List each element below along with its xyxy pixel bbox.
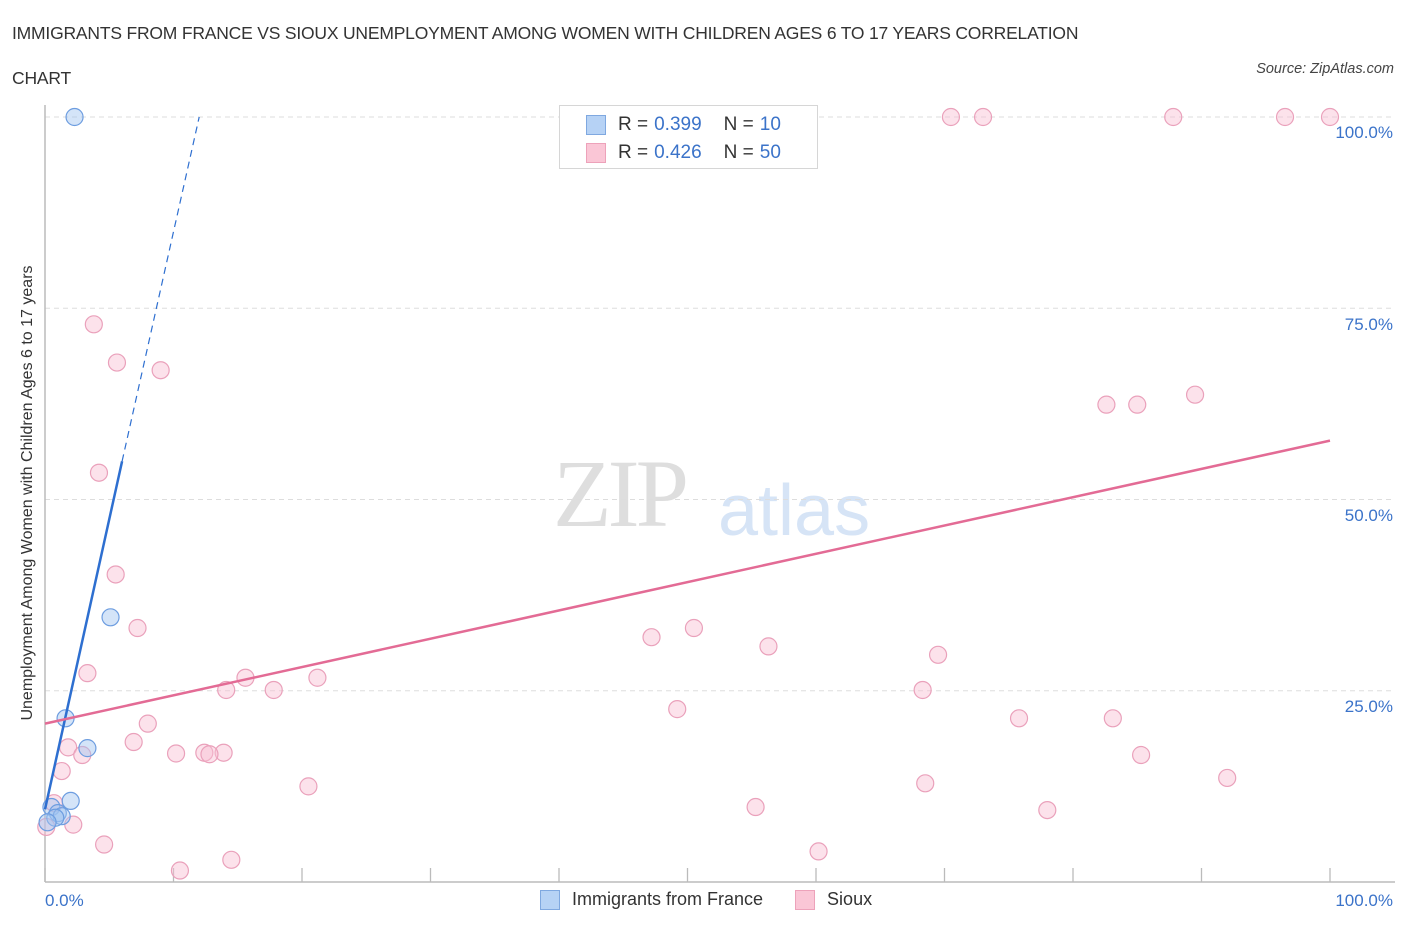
sioux-point xyxy=(264,680,283,700)
sioux-point xyxy=(84,315,103,334)
y-tick-100: 100.0% xyxy=(1335,123,1393,142)
sioux-point xyxy=(124,732,143,752)
sioux-point xyxy=(759,637,778,656)
france-point xyxy=(61,791,80,811)
france-point xyxy=(78,739,97,758)
x-tick-100: 100.0% xyxy=(1335,891,1393,910)
sioux-trendline xyxy=(44,439,1331,725)
france-point xyxy=(38,813,57,832)
sioux-point xyxy=(299,777,318,796)
y-tick-50: 50.0% xyxy=(1344,506,1393,525)
sioux-point xyxy=(916,774,935,793)
r-value-sioux: 0.426 xyxy=(654,142,702,163)
sioux-point xyxy=(913,680,932,700)
france-swatch-icon xyxy=(586,115,606,135)
r-value-france: 0.399 xyxy=(654,114,702,135)
sioux-point xyxy=(95,835,114,854)
sioux-point xyxy=(78,664,97,683)
france-swatch-icon xyxy=(540,889,560,910)
legend-label-sioux: Sioux xyxy=(827,889,873,909)
n-value-france: 10 xyxy=(759,114,781,135)
series-legend: Immigrants from France Sioux xyxy=(540,889,904,910)
sioux-point xyxy=(1128,395,1147,414)
chart-title-line1: IMMIGRANTS FROM FRANCE VS SIOUX UNEMPLOY… xyxy=(12,23,1079,43)
sioux-point xyxy=(200,745,219,764)
sioux-point xyxy=(106,565,125,584)
france-point xyxy=(101,608,120,627)
sioux-point xyxy=(170,861,190,880)
y-tick-25: 25.0% xyxy=(1344,697,1393,716)
legend-row-france: R = 0.399 N = 10 xyxy=(586,114,781,136)
france-trendline xyxy=(43,460,124,810)
legend-item-sioux[interactable]: Sioux xyxy=(795,889,872,910)
sioux-point xyxy=(151,361,170,380)
sioux-point xyxy=(107,353,127,372)
sioux-point xyxy=(1103,709,1122,728)
sioux-point xyxy=(1132,745,1151,765)
chart-title-line2: CHART xyxy=(12,68,71,88)
n-value-sioux: 50 xyxy=(759,142,781,163)
x-tick-0: 0.0% xyxy=(45,891,84,910)
y-tick-75: 75.0% xyxy=(1344,315,1393,334)
sioux-point xyxy=(1218,768,1237,788)
y-axis-label: Unemployment Among Women with Children A… xyxy=(19,265,36,721)
sioux-point xyxy=(1097,395,1116,414)
legend-item-france[interactable]: Immigrants from France xyxy=(540,889,763,910)
n-label: N = xyxy=(723,114,754,135)
sioux-point xyxy=(1185,385,1205,404)
sioux-point xyxy=(928,645,948,664)
sioux-point xyxy=(1038,800,1057,820)
legend-label-france: Immigrants from France xyxy=(572,889,764,909)
france-trendline-extension xyxy=(121,116,200,462)
sioux-point xyxy=(1164,107,1183,127)
sioux-point xyxy=(642,628,661,647)
sioux-point xyxy=(1275,107,1295,127)
sioux-point xyxy=(214,743,233,762)
sioux-point xyxy=(222,850,241,869)
legend-row-sioux: R = 0.426 N = 50 xyxy=(586,142,781,164)
sioux-point xyxy=(128,618,147,638)
france-point xyxy=(65,107,84,127)
sioux-point xyxy=(1009,709,1029,728)
r-label: R = xyxy=(618,142,649,163)
sioux-point xyxy=(138,714,157,733)
n-label: N = xyxy=(723,142,754,163)
watermark-atlas: atlas xyxy=(718,471,871,551)
sioux-point xyxy=(809,842,828,861)
sioux-swatch-icon xyxy=(586,143,606,163)
sioux-point xyxy=(166,744,186,763)
sioux-swatch-icon xyxy=(795,889,816,910)
sioux-point xyxy=(89,463,109,482)
sioux-point xyxy=(668,700,687,719)
watermark-zip: ZIP xyxy=(553,440,689,547)
sioux-point xyxy=(308,668,327,687)
sioux-point xyxy=(973,107,993,127)
source-label: Source: ZipAtlas.com xyxy=(1256,61,1394,77)
sioux-point xyxy=(746,797,765,817)
r-label: R = xyxy=(618,114,649,135)
correlation-legend: R = 0.399 N = 10 R = 0.426 N = 50 xyxy=(559,105,818,169)
sioux-point xyxy=(941,107,961,127)
sioux-point xyxy=(1320,107,1340,127)
sioux-point xyxy=(684,618,704,638)
chart-title: IMMIGRANTS FROM FRANCE VS SIOUX UNEMPLOY… xyxy=(12,20,1192,91)
